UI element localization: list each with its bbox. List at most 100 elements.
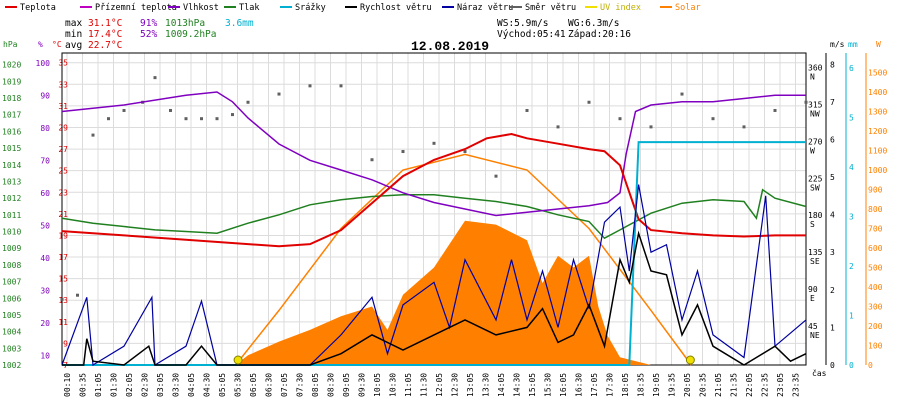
mm-tick: 3	[849, 212, 854, 221]
x-tick-label: 13:30	[482, 373, 491, 397]
x-tick-label: 15:30	[544, 373, 553, 397]
x-tick-label: 16:30	[575, 373, 584, 397]
x-tick-label: 18:35	[637, 373, 646, 397]
w-tick: 600	[868, 244, 883, 253]
stat-rain: 3.6mm	[225, 18, 254, 29]
w-tick: 500	[868, 264, 883, 273]
wind-direction-point	[76, 293, 79, 297]
dir-tick-deg: 180	[808, 211, 823, 220]
dir-tick-name: S	[810, 220, 815, 229]
x-tick-label: 14:05	[497, 373, 506, 397]
pct-tick: 20	[40, 319, 50, 328]
stat-min-humidity: 52%	[140, 29, 157, 40]
wind-direction-point	[153, 76, 157, 80]
mm-tick: 5	[849, 113, 854, 122]
ms-tick: 8	[830, 60, 835, 69]
stat-max-temp: 31.1°C	[88, 18, 122, 29]
wind-direction-point	[122, 108, 126, 112]
c-tick: 33	[58, 80, 68, 89]
w-tick: 1400	[868, 88, 887, 97]
wind-direction-point	[587, 100, 591, 104]
pct-tick: 40	[40, 254, 50, 263]
mm-tick: 0	[849, 361, 854, 370]
x-tick-label: 05:30	[234, 373, 243, 397]
x-tick-label: 12:30	[451, 373, 460, 397]
ms-tick: 0	[830, 361, 835, 370]
legend-label: Přízemní teplota	[95, 3, 177, 13]
wind-direction-point	[804, 100, 808, 104]
w-tick: 1500	[868, 69, 887, 78]
x-tick-label: 03:05	[156, 373, 165, 397]
c-tick: 29	[58, 123, 68, 132]
series-pressure	[61, 188, 807, 240]
hpa-tick: 1013	[2, 177, 21, 186]
x-tick-label: 11:30	[420, 373, 429, 397]
wind-direction-point	[246, 100, 250, 104]
legend-label: Směr větru	[525, 3, 576, 13]
x-tick-label: 04:05	[187, 373, 196, 397]
c-tick: 15	[58, 275, 68, 284]
c-tick: 23	[58, 188, 68, 197]
wind-direction-point	[215, 117, 219, 121]
wind-direction-point	[742, 125, 746, 129]
mm-tick: 2	[849, 262, 854, 271]
stat-sunrise: Východ:05:41	[497, 29, 566, 40]
pct-tick: 60	[40, 189, 50, 198]
dir-tick-name: SW	[810, 183, 820, 192]
x-tick-label: 02:05	[125, 373, 134, 397]
x-tick-label: 17:30	[606, 373, 615, 397]
plot-area	[60, 76, 808, 367]
x-tick-label: 03:30	[172, 373, 181, 397]
dir-tick-name: N	[810, 72, 815, 81]
dir-tick-deg: 315	[808, 100, 823, 109]
w-tick: 1100	[868, 147, 887, 156]
wind-direction-point	[107, 117, 110, 121]
axis-unit-pct: %	[38, 40, 43, 49]
hpa-tick: 1016	[2, 127, 21, 136]
c-tick: 35	[58, 59, 68, 68]
wind-direction-point	[231, 113, 234, 117]
dir-tick-deg: 90	[808, 285, 818, 294]
dir-tick-name: NE	[810, 331, 820, 340]
x-tick-label: 22:35	[761, 373, 770, 397]
pct-tick: 30	[40, 286, 50, 295]
x-tick-label: 21:05	[714, 373, 723, 397]
hpa-tick: 1014	[2, 161, 21, 170]
stat-min-label: min	[65, 29, 82, 40]
wind-direction-point	[184, 117, 188, 121]
hpa-tick: 1019	[2, 77, 21, 86]
hpa-tick: 1007	[2, 278, 21, 287]
wind-direction-point	[432, 141, 436, 145]
c-tick: 21	[58, 210, 68, 219]
ms-tick: 4	[830, 211, 835, 220]
x-tick-label: 10:30	[389, 373, 398, 397]
series-solar-theoretical	[235, 153, 692, 366]
hpa-tick: 1015	[2, 144, 21, 153]
series-rain	[62, 141, 806, 366]
series-wind-gust	[61, 184, 807, 367]
dir-tick-name: E	[810, 294, 815, 303]
x-tick-label: 08:05	[311, 373, 320, 397]
x-tick-label: 12:05	[435, 373, 444, 397]
x-tick-label: 19:35	[668, 373, 677, 397]
wind-direction-point	[773, 108, 777, 112]
x-tick-label: 06:05	[249, 373, 258, 397]
x-tick-label: 07:05	[280, 373, 289, 397]
ms-tick: 6	[830, 135, 835, 144]
c-tick: 19	[58, 231, 68, 240]
w-tick: 1000	[868, 166, 887, 175]
ms-tick: 5	[830, 173, 835, 182]
w-tick: 800	[868, 205, 883, 214]
wind-direction-point	[370, 158, 374, 162]
stat-avg-temp: 22.7°C	[88, 40, 122, 51]
wind-direction-point	[308, 84, 312, 88]
x-tick-label: 08:30	[327, 373, 336, 397]
dir-tick-name: NW	[810, 109, 820, 118]
hpa-tick: 1005	[2, 311, 21, 320]
wind-direction-point	[680, 92, 684, 96]
pct-tick: 50	[40, 221, 50, 230]
wind-direction-point	[169, 108, 172, 112]
hpa-tick: 1009	[2, 244, 21, 253]
dir-tick-deg: 270	[808, 137, 823, 146]
x-tick-label: 16:05	[559, 373, 568, 397]
